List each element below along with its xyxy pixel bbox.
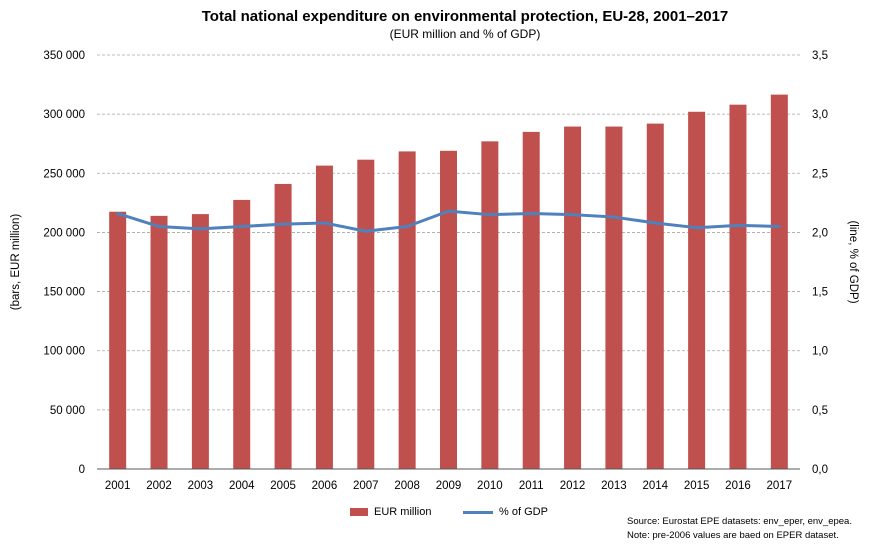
legend-label-line: % of GDP: [499, 506, 548, 518]
line-point: [447, 209, 450, 213]
source-notes: Source: Eurostat EPE datasets: env_eper,…: [627, 515, 852, 543]
bar: [191, 214, 209, 469]
x-tick-label: 2004: [229, 480, 255, 492]
x-tick-label: 2016: [725, 480, 751, 492]
bar: [150, 215, 168, 469]
line-point: [736, 223, 740, 227]
x-tick-label: 2003: [188, 480, 214, 492]
y-tick-label-right: 3,0: [812, 109, 828, 121]
legend-swatch-line: [463, 510, 493, 514]
line-point: [281, 222, 285, 226]
bar: [688, 111, 706, 469]
chart-title: Total national expenditure on environmen…: [201, 8, 729, 25]
y-tick-label-right: 2,5: [812, 168, 828, 180]
x-tick-label: 2005: [270, 480, 296, 492]
chart-subtitle: (EUR million and % of GDP): [389, 27, 541, 41]
legend-item-bars: EUR million: [350, 506, 431, 518]
bar: [357, 159, 375, 469]
y-tick-label-right: 3,5: [812, 50, 828, 62]
bar: [109, 211, 127, 469]
x-tick-label: 2007: [353, 480, 379, 492]
x-tick-label: 2006: [312, 480, 338, 492]
combo-chart: 0 0,0 50 000 0,5 100 000 1,0 150 000 1,5 200 000…: [10, 50, 859, 492]
bar: [440, 150, 457, 469]
y-tick-label-left: 150 000: [43, 287, 85, 299]
y-tick-label-left: 100 000: [43, 346, 85, 358]
bar: [274, 183, 292, 469]
bar: [481, 141, 499, 469]
line-point: [612, 215, 616, 219]
x-tick-label: 2009: [436, 480, 462, 492]
bar: [233, 199, 251, 469]
line-point: [322, 221, 326, 225]
source-text: Source: Eurostat EPE datasets: env_eper,…: [627, 516, 852, 527]
line-point: [405, 225, 409, 229]
x-tick-label: 2001: [105, 480, 131, 492]
line-point: [571, 213, 575, 217]
x-tick-label: 2014: [642, 480, 668, 492]
line-point: [653, 221, 657, 225]
y-tick-label-right: 1,5: [812, 287, 828, 299]
x-tick-label: 2012: [560, 480, 586, 492]
x-tick-label: 2011: [519, 480, 544, 492]
y-axis-title-left: (bars, EUR million): [10, 214, 22, 311]
y-tick-label-left: 250 000: [43, 168, 85, 180]
line-point: [695, 226, 699, 230]
x-tick-label: 2013: [601, 480, 627, 492]
y-tick-label-left: 50 000: [50, 405, 85, 417]
bar: [315, 165, 333, 469]
legend-item-line: % of GDP: [463, 506, 548, 518]
y-axis-title-right: (line, % of GDP): [847, 220, 859, 303]
y-tick-label-left: 0: [79, 464, 85, 476]
legend: EUR million % of GDP: [0, 506, 876, 522]
x-tick-label: 2017: [767, 480, 793, 492]
y-tick-label-left: 200 000: [43, 227, 85, 239]
bar: [522, 131, 540, 469]
line-point: [157, 225, 161, 229]
legend-swatch-bars: [350, 508, 368, 516]
x-tick-label: 2015: [684, 480, 710, 492]
line-point: [240, 225, 244, 229]
bar: [770, 94, 788, 469]
bar: [646, 123, 664, 469]
line-point: [364, 229, 368, 233]
bar: [605, 126, 623, 469]
line-point: [529, 212, 533, 216]
y-tick-label-right: 0,5: [812, 405, 828, 417]
legend-label-bars: EUR million: [374, 506, 432, 518]
x-tick-label: 2002: [146, 480, 172, 492]
bar: [729, 104, 747, 470]
note-text: Note: pre-2006 values are baed on EPER d…: [627, 530, 839, 541]
x-tick-label: 2010: [477, 480, 503, 492]
y-tick-label-right: 1,0: [812, 346, 828, 358]
line-point: [198, 227, 202, 231]
y-tick-label-right: 2,0: [812, 227, 828, 239]
bar: [398, 151, 416, 469]
line-point: [777, 225, 781, 229]
line-point: [116, 212, 120, 216]
bar: [564, 126, 582, 469]
y-tick-label-left: 300 000: [43, 109, 85, 121]
y-tick-label-left: 350 000: [43, 50, 85, 62]
x-tick-label: 2008: [394, 480, 420, 492]
y-tick-label-right: 0,0: [812, 464, 828, 476]
line-point: [488, 213, 492, 217]
